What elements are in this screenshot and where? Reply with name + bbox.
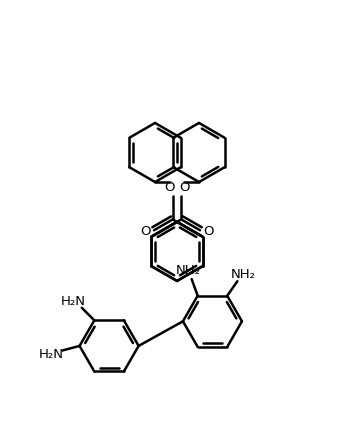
Text: NH₂: NH₂ [230,267,256,280]
Text: O: O [204,224,214,237]
Text: H₂N: H₂N [39,347,64,360]
Text: O: O [164,181,175,194]
Text: O: O [140,224,151,237]
Text: H₂N: H₂N [61,295,86,307]
Text: O: O [179,181,190,194]
Text: NH₂: NH₂ [176,264,201,276]
